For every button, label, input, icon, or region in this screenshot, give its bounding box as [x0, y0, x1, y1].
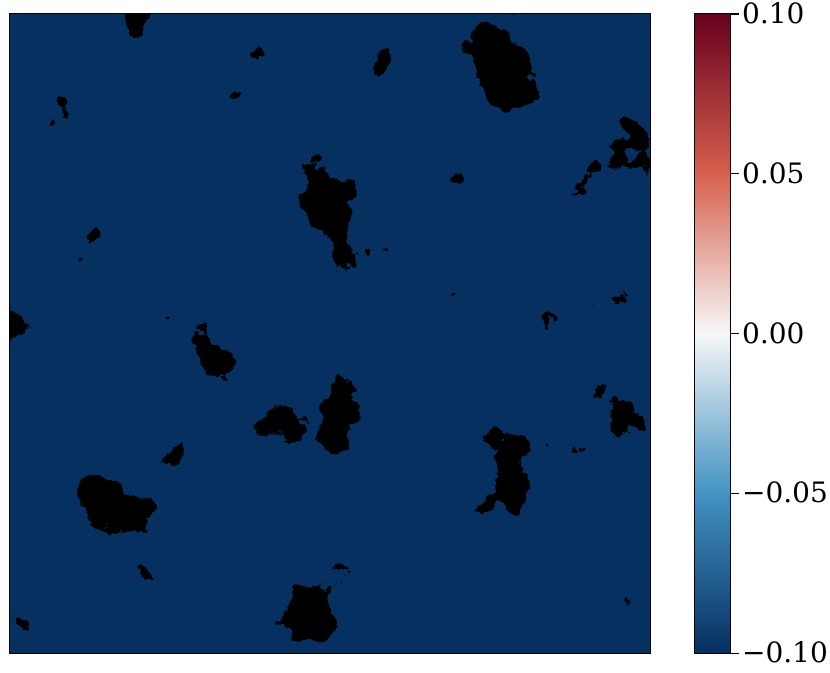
colorbar-tick [731, 652, 739, 654]
colorbar-tick-label: 0.00 [742, 316, 805, 350]
colorbar-tick [731, 172, 739, 175]
colorbar-tick-label: 0.10 [742, 0, 805, 30]
turbulence-field-image [10, 14, 650, 653]
colorbar [694, 13, 731, 654]
colorbar-tick [731, 492, 739, 495]
colorbar-tick-label: −0.05 [742, 476, 828, 510]
colorbar-tick-label: 0.05 [742, 156, 805, 190]
colorbar-tick-label: −0.10 [742, 636, 828, 670]
heatmap-field [9, 13, 651, 654]
colorbar-tick [731, 332, 739, 335]
colorbar-tick [731, 13, 739, 15]
